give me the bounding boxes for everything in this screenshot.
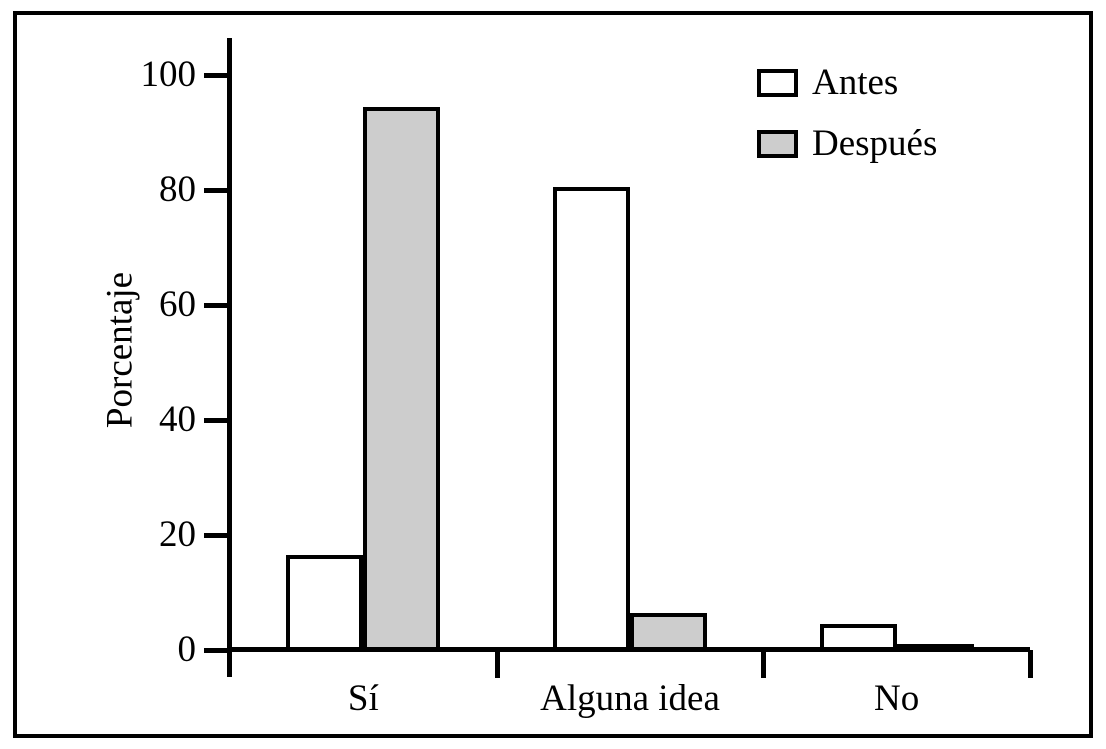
legend-label-antes: Antes	[812, 62, 899, 103]
bar-antes-no	[819, 624, 897, 651]
legend-label-despues: Después	[812, 123, 938, 164]
legend-swatch-antes	[757, 69, 798, 97]
bar-antes-alguna-idea	[553, 187, 630, 651]
bar-despues-si	[363, 106, 441, 651]
y-axis-tick-label: 40	[159, 399, 196, 440]
y-axis-tick-label: 60	[159, 284, 196, 325]
y-axis-tick	[204, 303, 230, 308]
y-axis-tick	[204, 418, 230, 423]
x-axis-category-label-alguna-idea: Alguna idea	[540, 678, 720, 719]
y-axis-tick	[204, 73, 230, 78]
y-axis-tick-label: 80	[159, 169, 196, 210]
figure-border	[13, 11, 1093, 738]
y-axis-line	[227, 38, 232, 677]
x-axis-tick	[494, 650, 500, 678]
y-axis-tick-label: 100	[140, 54, 197, 95]
y-axis-tick-label: 0	[177, 629, 197, 670]
y-axis-tick	[204, 533, 230, 538]
legend-item-antes: Antes	[757, 63, 937, 103]
bar-despues-alguna-idea	[630, 612, 707, 651]
x-axis-category-label-no: No	[874, 678, 920, 719]
bar-antes-si	[286, 555, 364, 651]
legend-item-despues: Después	[757, 124, 937, 164]
y-axis-title: Porcentaje	[99, 271, 141, 429]
y-axis-tick	[204, 188, 230, 193]
legend-swatch-despues	[757, 130, 798, 158]
x-axis-tick	[761, 650, 767, 678]
y-axis-tick	[204, 648, 230, 653]
y-axis-tick-label: 20	[159, 514, 196, 555]
x-axis-category-label-si: Sí	[347, 678, 379, 719]
legend: Antes Después	[757, 63, 937, 185]
x-axis-tick	[1028, 650, 1033, 678]
x-axis-line	[227, 647, 1030, 652]
